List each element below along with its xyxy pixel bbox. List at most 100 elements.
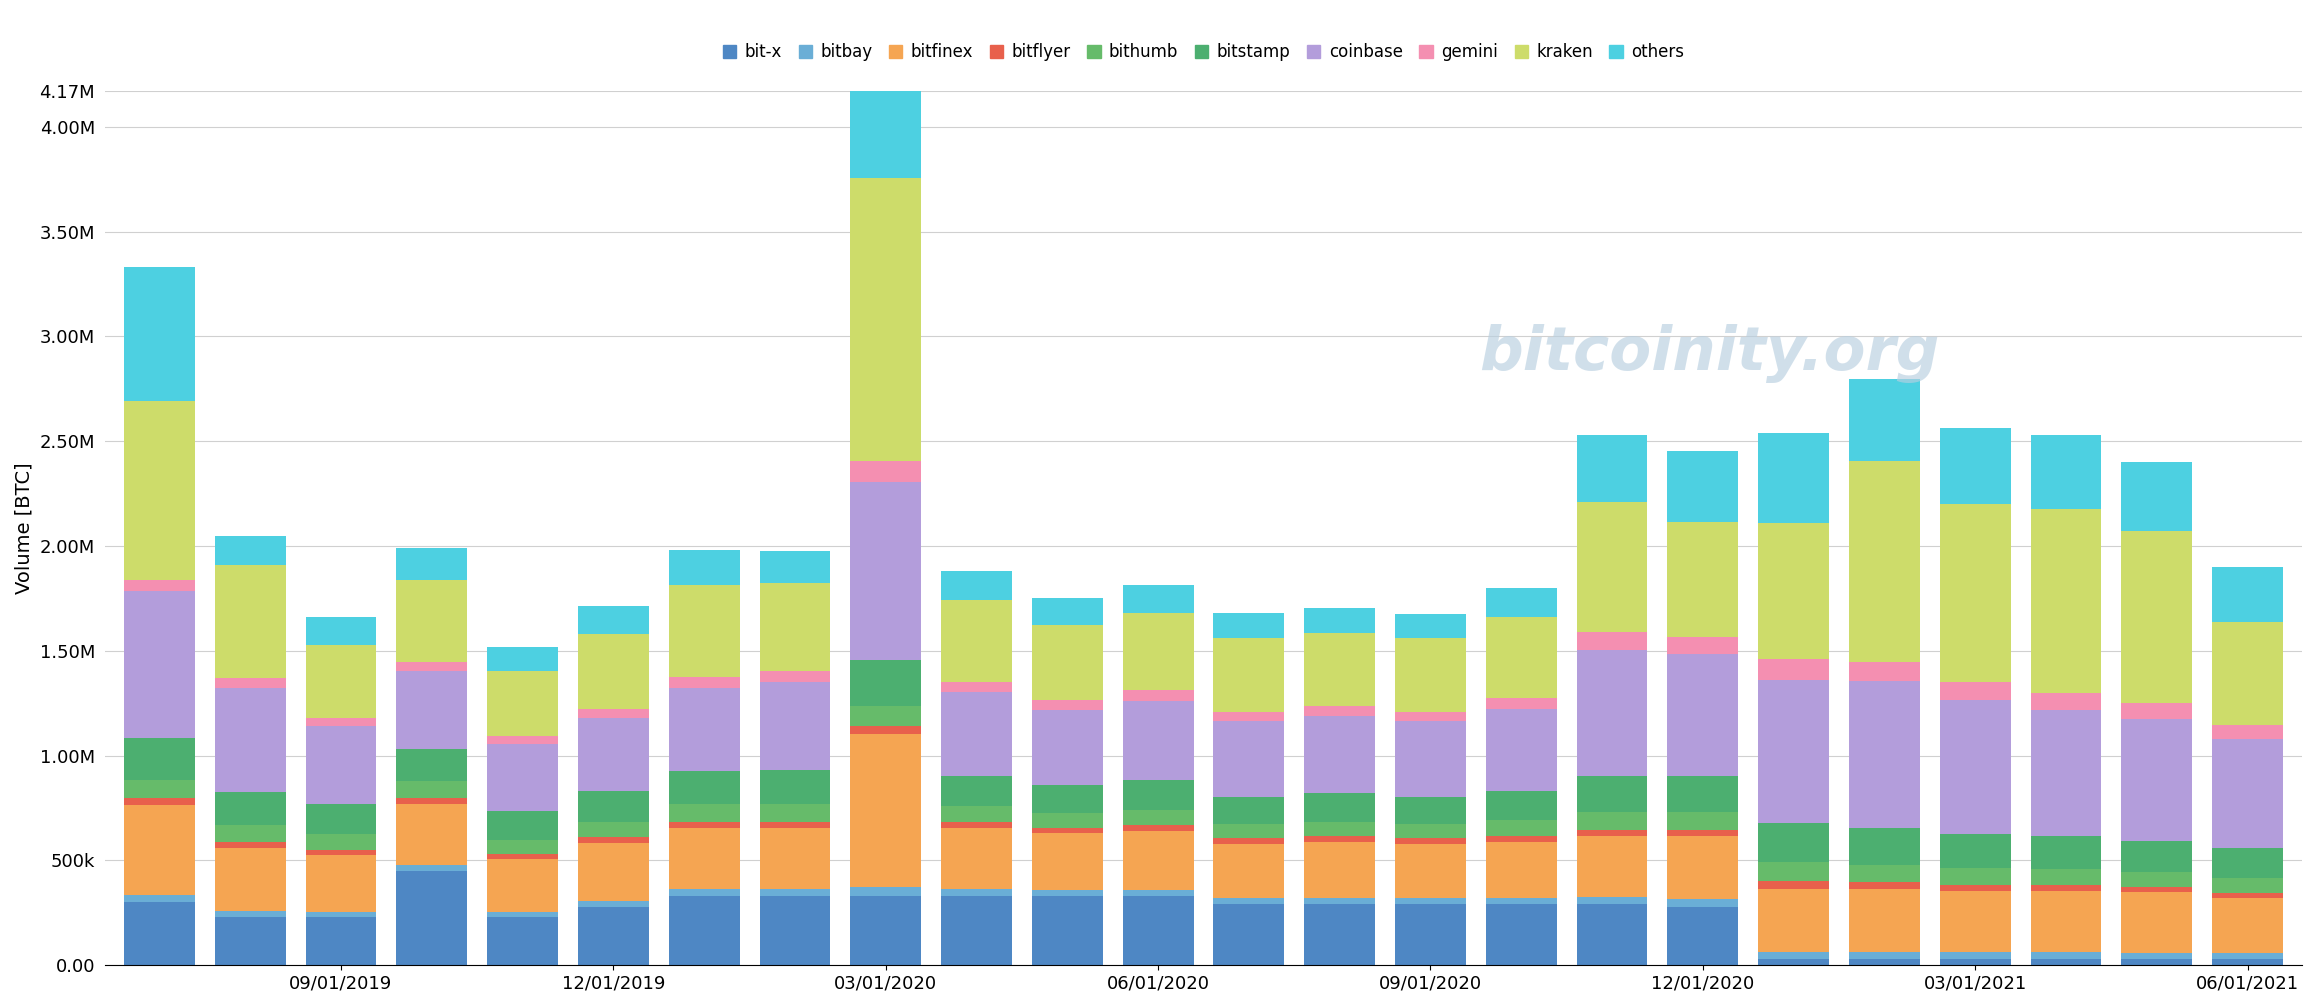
Bar (1394, 796, 1466, 824)
Bar (1304, 608, 1376, 633)
Bar (488, 671, 558, 736)
Bar (488, 917, 558, 966)
Bar (1394, 638, 1466, 712)
Bar (1759, 862, 1829, 881)
Bar (851, 727, 920, 734)
Bar (760, 828, 830, 889)
Bar (214, 564, 286, 678)
Bar (1941, 834, 2010, 868)
Bar (1850, 379, 1920, 462)
Bar (1941, 891, 2010, 952)
Bar (851, 462, 920, 482)
Bar (941, 692, 1011, 776)
Bar (851, 734, 920, 887)
Bar (1122, 826, 1195, 832)
Bar (2031, 435, 2101, 509)
Bar (488, 860, 558, 912)
Bar (1941, 681, 2010, 700)
Bar (579, 822, 648, 838)
Bar (2031, 891, 2101, 952)
Bar (123, 797, 195, 805)
Bar (123, 902, 195, 966)
Bar (1576, 897, 1648, 904)
Bar (1759, 889, 1829, 952)
Bar (1213, 712, 1285, 721)
Bar (1666, 812, 1738, 830)
Bar (1485, 790, 1557, 821)
Bar (2212, 953, 2282, 959)
Bar (1759, 881, 1829, 889)
Bar (1759, 959, 1829, 966)
Bar (669, 550, 739, 585)
Bar (941, 776, 1011, 806)
Bar (941, 828, 1011, 889)
Bar (123, 738, 195, 780)
Bar (1941, 428, 2010, 504)
Bar (1576, 812, 1648, 830)
Bar (1576, 632, 1648, 650)
Bar (941, 896, 1011, 966)
Bar (2212, 739, 2282, 848)
Bar (1576, 904, 1648, 966)
Bar (2122, 892, 2192, 953)
Bar (1941, 959, 2010, 966)
Bar (1032, 785, 1102, 813)
Bar (488, 744, 558, 811)
Bar (304, 912, 376, 917)
Bar (1032, 828, 1102, 834)
Bar (214, 848, 286, 911)
Bar (579, 718, 648, 791)
Bar (1941, 885, 2010, 891)
Bar (397, 804, 467, 865)
Legend: bit-x, bitbay, bitfinex, bitflyer, bithumb, bitstamp, coinbase, gemini, kraken, : bit-x, bitbay, bitfinex, bitflyer, bithu… (718, 38, 1690, 67)
Bar (1304, 716, 1376, 793)
Bar (1759, 523, 1829, 659)
Bar (304, 804, 376, 835)
Bar (2212, 622, 2282, 725)
Bar (669, 687, 739, 771)
Bar (760, 889, 830, 896)
Bar (2122, 531, 2192, 704)
Bar (397, 865, 467, 871)
Bar (1941, 952, 2010, 959)
Bar (1759, 432, 1829, 523)
Bar (1759, 823, 1829, 862)
Bar (1941, 504, 2010, 681)
Bar (1850, 828, 1920, 865)
Bar (1394, 844, 1466, 898)
Bar (488, 811, 558, 840)
Text: bitcoinity.org: bitcoinity.org (1478, 324, 1938, 383)
Bar (2031, 869, 2101, 885)
Bar (1122, 780, 1195, 809)
Bar (1394, 898, 1466, 904)
Bar (1850, 882, 1920, 889)
Bar (1485, 617, 1557, 699)
Bar (1032, 890, 1102, 896)
Bar (579, 634, 648, 710)
Bar (1032, 834, 1102, 890)
Bar (1485, 842, 1557, 898)
Bar (2122, 887, 2192, 892)
Bar (397, 547, 467, 580)
Bar (760, 682, 830, 770)
Bar (1122, 613, 1195, 690)
Bar (123, 591, 195, 738)
Bar (579, 843, 648, 901)
Bar (1122, 701, 1195, 780)
Bar (304, 855, 376, 912)
Bar (123, 580, 195, 591)
Bar (1122, 896, 1195, 966)
Bar (304, 727, 376, 804)
Bar (1485, 904, 1557, 966)
Bar (851, 896, 920, 966)
Bar (1666, 654, 1738, 775)
Bar (1032, 625, 1102, 701)
Bar (1850, 462, 1920, 662)
Bar (1666, 637, 1738, 654)
Bar (760, 770, 830, 804)
Bar (1485, 589, 1557, 617)
Bar (1304, 837, 1376, 842)
Bar (851, 660, 920, 707)
Bar (1850, 889, 1920, 952)
Bar (1304, 904, 1376, 966)
